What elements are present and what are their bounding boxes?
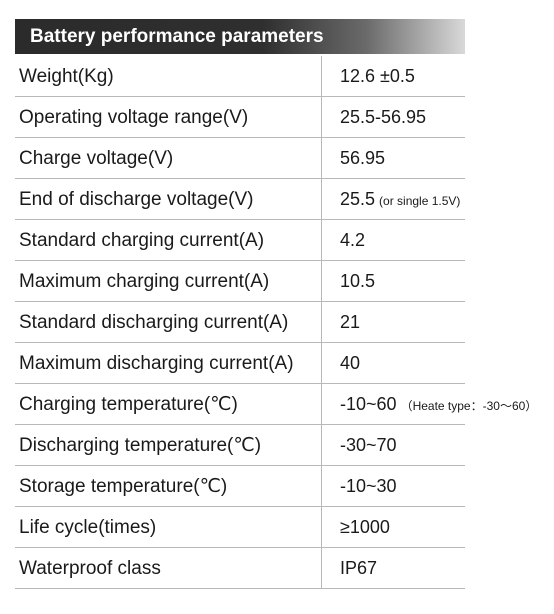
value-text: 25.5-56.95 <box>340 107 427 127</box>
column-divider <box>321 97 322 137</box>
parameter-label: Standard charging current(A) <box>19 230 265 251</box>
parameter-label: Operating voltage range(V) <box>19 107 249 128</box>
parameter-label: Maximum discharging current(A) <box>19 353 294 374</box>
table-row-charge-voltage: Charge voltage(V) 56.95 <box>15 138 465 179</box>
parameter-label: Waterproof class <box>19 558 161 579</box>
column-divider <box>321 220 322 260</box>
parameter-value: 25.5 (or single 1.5V) <box>340 179 460 220</box>
column-divider <box>321 384 322 424</box>
parameter-value: 21 <box>340 302 360 343</box>
column-divider <box>321 302 322 342</box>
parameter-label: Storage temperature(℃) <box>19 476 228 497</box>
table-row-maximum-charging-current: Maximum charging current(A) 10.5 <box>15 261 465 302</box>
column-divider <box>321 425 322 465</box>
value-note: (or single 1.5V) <box>379 194 461 208</box>
table-row-weight: Weight(Kg) 12.6 ±0.5 <box>15 56 465 97</box>
parameter-label: Life cycle(times) <box>19 517 157 538</box>
table-row-operating-voltage: Operating voltage range(V) 25.5-56.95 <box>15 97 465 138</box>
parameter-value: ≥1000 <box>340 507 390 548</box>
table-row-waterproof-class: Waterproof class IP67 <box>15 548 465 589</box>
parameter-value: 40 <box>340 343 360 384</box>
parameter-label: Weight(Kg) <box>19 66 114 87</box>
parameters-table: Weight(Kg) 12.6 ±0.5 Operating voltage r… <box>15 56 537 589</box>
value-text: 40 <box>340 353 361 373</box>
parameter-value: 12.6 ±0.5 <box>340 56 415 97</box>
table-row-maximum-discharging-current: Maximum discharging current(A) 40 <box>15 343 465 384</box>
column-divider <box>321 179 322 219</box>
table-row-discharging-temperature: Discharging temperature(℃) -30~70 <box>15 425 465 466</box>
parameter-label: End of discharge voltage(V) <box>19 189 254 210</box>
table-title: Battery performance parameters <box>15 19 465 54</box>
table-row-storage-temperature: Storage temperature(℃) -10~30 <box>15 466 465 507</box>
column-divider <box>321 261 322 301</box>
value-text: 12.6 ±0.5 <box>340 66 415 86</box>
table-row-standard-charging-current: Standard charging current(A) 4.2 <box>15 220 465 261</box>
parameter-value: 56.95 <box>340 138 385 179</box>
parameter-value: -30~70 <box>340 425 397 466</box>
parameter-label: Charge voltage(V) <box>19 148 174 169</box>
value-note: （Heate type：-30～60） <box>400 399 538 413</box>
value-text: IP67 <box>340 558 378 578</box>
value-text: -10~60 <box>340 394 397 414</box>
parameter-value: IP67 <box>340 548 377 589</box>
table-row-life-cycle: Life cycle(times) ≥1000 <box>15 507 465 548</box>
column-divider <box>321 56 322 96</box>
value-text: 10.5 <box>340 271 376 291</box>
column-divider <box>321 466 322 506</box>
value-text: -10~30 <box>340 476 397 496</box>
column-divider <box>321 343 322 383</box>
table-row-charging-temperature: Charging temperature(℃) -10~60 （Heate typ… <box>15 384 537 425</box>
column-divider <box>321 507 322 547</box>
value-text: ≥1000 <box>340 517 390 537</box>
value-text: 21 <box>340 312 361 332</box>
table-row-standard-discharging-current: Standard discharging current(A) 21 <box>15 302 465 343</box>
column-divider <box>321 548 322 588</box>
value-text: -30~70 <box>340 435 397 455</box>
parameter-label: Standard discharging current(A) <box>19 312 289 333</box>
parameter-label: Maximum charging current(A) <box>19 271 270 292</box>
column-divider <box>321 138 322 178</box>
value-text: 56.95 <box>340 148 386 168</box>
value-text: 4.2 <box>340 230 366 250</box>
parameter-value: 25.5-56.95 <box>340 97 426 138</box>
parameter-value: -10~60 （Heate type：-30～60） <box>340 384 537 425</box>
value-text: 25.5 <box>340 189 376 209</box>
parameter-value: 10.5 <box>340 261 375 302</box>
parameter-label: Charging temperature(℃) <box>19 394 238 415</box>
table-row-end-of-discharge-voltage: End of discharge voltage(V) 25.5 (or sing… <box>15 179 465 220</box>
parameter-value: -10~30 <box>340 466 397 507</box>
parameter-value: 4.2 <box>340 220 365 261</box>
parameter-label: Discharging temperature(℃) <box>19 435 262 456</box>
